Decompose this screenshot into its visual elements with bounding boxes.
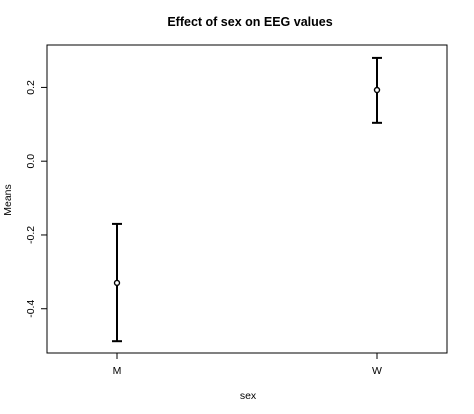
y-tick-label: 0.0 xyxy=(25,154,37,169)
x-tick-label: W xyxy=(372,365,382,377)
y-tick-label: -0.2 xyxy=(25,226,37,244)
plot-frame xyxy=(46,44,448,354)
mean-point-M xyxy=(113,279,121,287)
error-bars xyxy=(112,56,382,343)
y-tick-label: 0.2 xyxy=(25,80,37,95)
mean-point-W xyxy=(373,86,381,94)
y-axis: -0.4 -0.2 0.0 0.2 xyxy=(25,80,47,318)
chart-title: Effect of sex on EEG values xyxy=(167,15,332,29)
x-axis-label: sex xyxy=(240,390,257,402)
y-tick-label: -0.4 xyxy=(25,300,37,318)
y-axis-label: Means xyxy=(2,184,14,216)
x-tick-label: M xyxy=(113,365,122,377)
